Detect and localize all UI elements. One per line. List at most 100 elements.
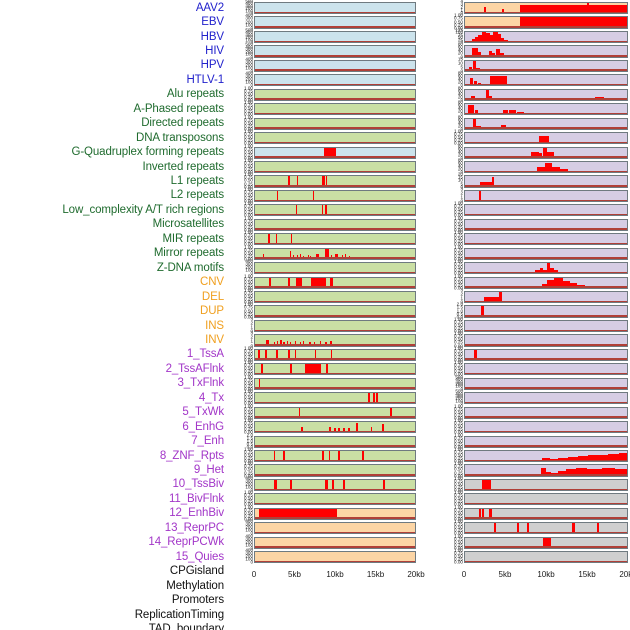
signal-bar — [530, 152, 539, 158]
signal-bar — [372, 393, 375, 404]
track-left-dna-transposons — [254, 132, 416, 145]
signal-bar — [310, 255, 312, 259]
track-left-mir-repeats — [254, 233, 416, 246]
signal-bar — [473, 119, 477, 129]
signal-bar — [546, 471, 552, 476]
track-baseline — [255, 445, 415, 447]
signal-bar — [469, 66, 473, 71]
signal-bar — [597, 454, 608, 462]
y-axis-ticks: 1.00 0.75 0.50 0.25 0.00 — [244, 85, 253, 103]
signal-bar — [483, 296, 502, 303]
track-label-hbv: HBV — [200, 30, 224, 43]
signal-bar — [520, 5, 627, 14]
track-baseline — [465, 459, 627, 462]
track-baseline — [465, 141, 627, 144]
track-right-g-quadruplex-forming-repeats — [464, 146, 628, 159]
y-axis-ticks: 125 100 75 50 25 0 — [455, 27, 463, 45]
signal-bar — [478, 190, 481, 202]
track-baseline — [255, 83, 415, 86]
signal-bar — [325, 364, 328, 375]
y-axis-ticks: 80 60 40 20 0 — [457, 42, 463, 60]
y-axis-ticks: 1.00 0.75 0.50 0.25 0.00 — [454, 504, 463, 522]
signal-bar — [334, 428, 336, 433]
track-baseline — [255, 26, 415, 28]
track-label-6-enhg: 6_EnhG — [182, 420, 224, 433]
y-axis-ticks: 1.00 0.75 0.50 0.25 0.00 — [454, 258, 463, 276]
track-baseline — [465, 127, 627, 129]
x-tick-label: 10kb — [326, 569, 344, 579]
track-baseline — [255, 372, 415, 375]
y-axis-ticks: 2.0 1.5 1.0 0.5 0.0 — [456, 302, 463, 320]
signal-bar — [560, 280, 570, 288]
track-left-13-reprpc — [254, 522, 416, 535]
track-right-dna-transposons — [464, 132, 628, 145]
track-left-aav2 — [254, 2, 416, 15]
track-left-l2-repeats — [254, 189, 416, 203]
track-left-z-dna-motifs — [254, 262, 416, 275]
x-tick-label: 20kb — [407, 569, 425, 579]
y-axis-ticks: 1.00 0.75 0.50 0.25 0.00 — [454, 128, 463, 146]
track-left-9-het — [254, 464, 416, 477]
signal-bar — [331, 479, 335, 491]
track-baseline — [465, 228, 627, 230]
right-track-panel: 4 3 2 1 0 1.00 0.75 0.50 0.25 0.00 125 100 75 50 25 0 80… — [438, 0, 630, 630]
track-baseline — [255, 156, 415, 158]
track-baseline — [465, 55, 627, 57]
signal-bar — [356, 422, 358, 433]
y-axis-ticks: 1.00 0.75 0.50 0.25 0.00 — [244, 446, 253, 464]
x-axis-left: 0 5kb 10kb 15kb 20kb — [252, 567, 425, 583]
track-right-4-tx — [464, 392, 628, 405]
track-label-g-quadruplex-forming-repeats: G-Quadruplex forming repeats — [71, 146, 224, 159]
signal-bar — [560, 169, 569, 173]
track-left-htlv-1 — [254, 74, 416, 87]
signal-bar — [370, 427, 373, 433]
track-label-cpgisland: CPGisland — [169, 565, 224, 578]
signal-bar — [296, 277, 303, 288]
signal-bar — [588, 455, 598, 462]
track-baseline — [465, 286, 627, 288]
y-axis-ticks: 80 60 40 20 0 — [457, 70, 463, 89]
signal-bar — [312, 190, 315, 202]
signal-bar — [302, 255, 304, 259]
signal-bar — [273, 450, 276, 462]
signal-bar — [280, 339, 283, 346]
signal-bar — [328, 426, 331, 433]
track-baseline — [255, 11, 415, 14]
track-baseline — [255, 387, 415, 389]
signal-bar — [288, 349, 290, 360]
signal-bar — [296, 176, 299, 187]
signal-bar — [276, 190, 279, 202]
y-axis-ticks: 1.00 0.75 0.50 0.25 0.00 — [454, 244, 463, 262]
signal-bar — [288, 176, 291, 187]
track-right-del — [464, 291, 628, 304]
track-baseline — [465, 358, 627, 360]
track-baseline — [255, 40, 415, 43]
track-baseline — [255, 474, 415, 476]
y-axis-ticks: 1.00 0.75 0.50 0.25 0.00 — [454, 229, 463, 248]
track-baseline — [465, 69, 627, 71]
signal-bar — [325, 479, 328, 491]
track-left-15-quies — [254, 551, 416, 564]
signal-bar — [498, 292, 502, 303]
signal-bar — [497, 33, 502, 43]
y-axis-ticks: 1.00 0.75 0.50 0.25 0.00 — [244, 143, 253, 161]
x-tick-label: 5kb — [288, 569, 301, 579]
y-axis-ticks: 400 300 200 100 0 — [245, 518, 253, 537]
signal-bar — [471, 39, 475, 43]
track-baseline — [465, 26, 627, 28]
y-axis-ticks: 1.00 0.75 0.50 0.25 0.00 — [454, 201, 463, 219]
signal-bar — [368, 393, 371, 404]
track-baseline — [465, 546, 627, 548]
track-label-1-tssa: 1_TssA — [186, 348, 224, 361]
y-axis-ticks: 1.00 0.75 0.50 0.25 0.00 — [454, 403, 463, 421]
signal-bar — [348, 427, 350, 433]
signal-bar — [472, 48, 479, 57]
signal-bar — [361, 450, 364, 462]
track-right-mir-repeats — [464, 233, 628, 246]
track-right-dup — [464, 305, 628, 318]
y-axis-ticks: 1.00 0.75 0.50 0.25 0.00 — [454, 518, 463, 537]
y-axis-ticks: 1.00 0.75 0.50 0.25 0.00 — [454, 533, 463, 551]
